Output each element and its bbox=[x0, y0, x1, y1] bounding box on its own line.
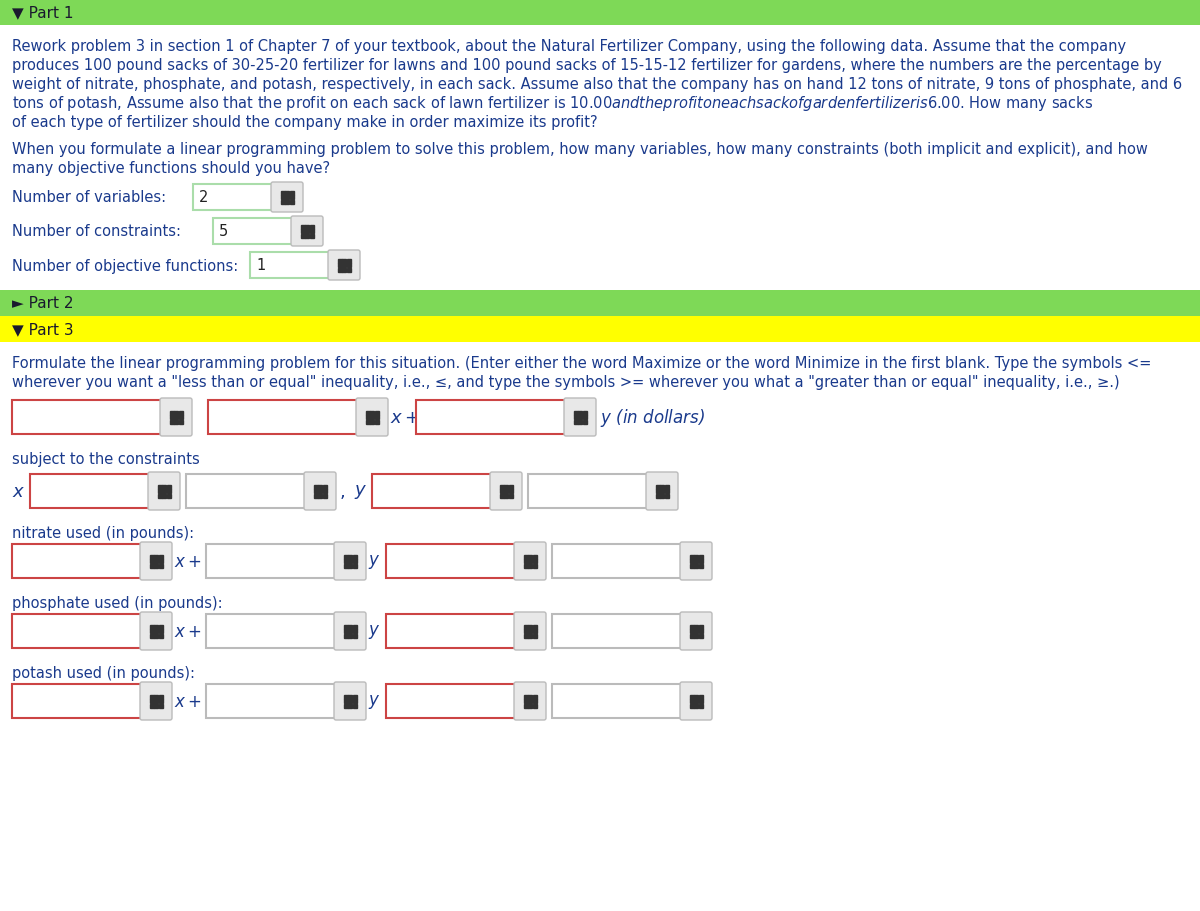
Text: 1: 1 bbox=[256, 258, 265, 273]
FancyBboxPatch shape bbox=[514, 682, 546, 721]
FancyBboxPatch shape bbox=[12, 401, 162, 435]
Text: weight of nitrate, phosphate, and potash, respectively, in each sack. Assume als: weight of nitrate, phosphate, and potash… bbox=[12, 77, 1182, 92]
Bar bbox=[0, 291, 1200, 317]
Text: Number of constraints:: Number of constraints: bbox=[12, 224, 181, 240]
FancyBboxPatch shape bbox=[193, 185, 274, 210]
Text: $y$: $y$ bbox=[368, 622, 380, 640]
FancyBboxPatch shape bbox=[140, 682, 172, 721]
FancyBboxPatch shape bbox=[416, 401, 566, 435]
FancyBboxPatch shape bbox=[160, 399, 192, 436]
FancyBboxPatch shape bbox=[680, 542, 712, 580]
FancyBboxPatch shape bbox=[552, 614, 682, 649]
Text: $y$: $y$ bbox=[368, 552, 380, 570]
FancyBboxPatch shape bbox=[386, 684, 516, 718]
FancyBboxPatch shape bbox=[680, 612, 712, 650]
Text: phosphate used (in pounds):: phosphate used (in pounds): bbox=[12, 596, 223, 610]
Bar bbox=[0, 0, 1200, 26]
FancyBboxPatch shape bbox=[292, 217, 323, 247]
Text: When you formulate a linear programming problem to solve this problem, how many : When you formulate a linear programming … bbox=[12, 142, 1148, 157]
FancyBboxPatch shape bbox=[12, 684, 142, 718]
Text: ▼ Part 1: ▼ Part 1 bbox=[12, 5, 73, 20]
FancyBboxPatch shape bbox=[12, 545, 142, 578]
Text: Rework problem 3 in section 1 of Chapter 7 of your textbook, about the Natural F: Rework problem 3 in section 1 of Chapter… bbox=[12, 39, 1126, 55]
FancyBboxPatch shape bbox=[514, 542, 546, 580]
Text: ,: , bbox=[340, 483, 346, 500]
FancyBboxPatch shape bbox=[334, 682, 366, 721]
Text: 5: 5 bbox=[220, 224, 228, 240]
FancyBboxPatch shape bbox=[564, 399, 596, 436]
Text: wherever you want a "less than or equal" inequality, i.e., ≤, and type the symbo: wherever you want a "less than or equal"… bbox=[12, 375, 1120, 390]
FancyBboxPatch shape bbox=[186, 475, 306, 508]
Text: nitrate used (in pounds):: nitrate used (in pounds): bbox=[12, 526, 194, 541]
Text: $x$: $x$ bbox=[12, 483, 25, 500]
FancyBboxPatch shape bbox=[206, 545, 336, 578]
FancyBboxPatch shape bbox=[356, 399, 388, 436]
FancyBboxPatch shape bbox=[334, 542, 366, 580]
FancyBboxPatch shape bbox=[328, 251, 360, 281]
Text: subject to the constraints: subject to the constraints bbox=[12, 452, 199, 466]
FancyBboxPatch shape bbox=[552, 545, 682, 578]
Text: $x +$: $x +$ bbox=[174, 622, 202, 640]
FancyBboxPatch shape bbox=[514, 612, 546, 650]
Text: many objective functions should you have?: many objective functions should you have… bbox=[12, 161, 330, 176]
FancyBboxPatch shape bbox=[386, 545, 516, 578]
FancyBboxPatch shape bbox=[386, 614, 516, 649]
Text: potash used (in pounds):: potash used (in pounds): bbox=[12, 666, 194, 681]
Bar bbox=[0, 317, 1200, 343]
FancyBboxPatch shape bbox=[148, 473, 180, 510]
Text: 2: 2 bbox=[199, 190, 209, 205]
Text: $y$: $y$ bbox=[354, 483, 367, 500]
Text: ▼ Part 3: ▼ Part 3 bbox=[12, 322, 73, 337]
FancyBboxPatch shape bbox=[680, 682, 712, 721]
FancyBboxPatch shape bbox=[140, 612, 172, 650]
FancyBboxPatch shape bbox=[552, 684, 682, 718]
FancyBboxPatch shape bbox=[206, 684, 336, 718]
FancyBboxPatch shape bbox=[646, 473, 678, 510]
Text: Formulate the linear programming problem for this situation. (Enter either the w: Formulate the linear programming problem… bbox=[12, 356, 1151, 371]
FancyBboxPatch shape bbox=[271, 183, 302, 213]
Text: $x +$: $x +$ bbox=[174, 692, 202, 711]
FancyBboxPatch shape bbox=[140, 542, 172, 580]
Text: of each type of fertilizer should the company make in order maximize its profit?: of each type of fertilizer should the co… bbox=[12, 115, 598, 130]
Text: Number of objective functions:: Number of objective functions: bbox=[12, 258, 239, 273]
Text: $y$: $y$ bbox=[368, 692, 380, 711]
FancyBboxPatch shape bbox=[490, 473, 522, 510]
FancyBboxPatch shape bbox=[372, 475, 492, 508]
FancyBboxPatch shape bbox=[214, 219, 293, 245]
FancyBboxPatch shape bbox=[12, 614, 142, 649]
Text: Number of variables:: Number of variables: bbox=[12, 190, 166, 205]
FancyBboxPatch shape bbox=[304, 473, 336, 510]
Text: $x +$: $x +$ bbox=[174, 552, 202, 570]
Text: ► Part 2: ► Part 2 bbox=[12, 296, 73, 312]
Text: produces 100 pound sacks of 30-25-20 fertilizer for lawns and 100 pound sacks of: produces 100 pound sacks of 30-25-20 fer… bbox=[12, 58, 1162, 73]
FancyBboxPatch shape bbox=[208, 401, 358, 435]
FancyBboxPatch shape bbox=[334, 612, 366, 650]
FancyBboxPatch shape bbox=[206, 614, 336, 649]
FancyBboxPatch shape bbox=[30, 475, 150, 508]
Text: $y$ (in dollars): $y$ (in dollars) bbox=[600, 406, 704, 428]
Text: $x+$: $x+$ bbox=[390, 408, 420, 426]
FancyBboxPatch shape bbox=[528, 475, 648, 508]
Text: tons of potash, Assume also that the profit on each sack of lawn fertilizer is $: tons of potash, Assume also that the pro… bbox=[12, 94, 1093, 113]
FancyBboxPatch shape bbox=[250, 252, 330, 279]
